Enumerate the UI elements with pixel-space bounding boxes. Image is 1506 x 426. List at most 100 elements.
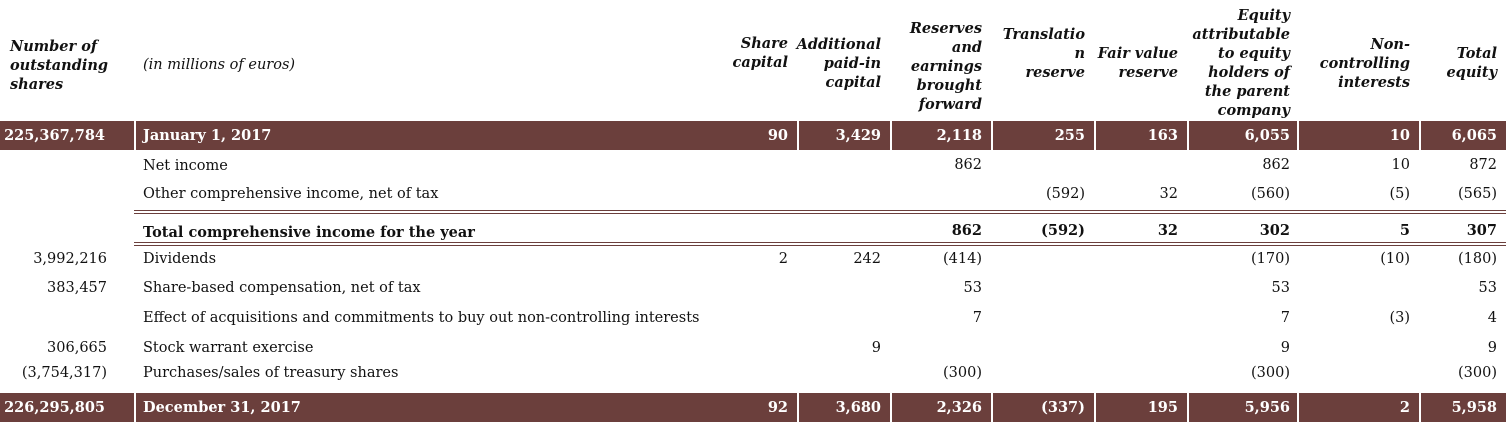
header-column-4: Fair value reserve (1088, 0, 1178, 82)
closing-band-separator (1419, 393, 1421, 422)
row-shares: 306,665 (47, 340, 107, 356)
opening-band-separator (1094, 121, 1096, 150)
row-value: (170) (1251, 251, 1290, 267)
row-label: Stock warrant exercise (143, 340, 314, 356)
header-shares-label: Number of outstanding shares (10, 38, 109, 93)
row-value: 242 (853, 251, 881, 267)
closing-band-separator (890, 393, 892, 422)
closing-shares: 226,295,805 (4, 399, 105, 416)
opening-band-separator (1297, 121, 1299, 150)
closing-band-separator (1187, 393, 1189, 422)
header-column-1: Additional paid-in capital (791, 0, 881, 92)
row-value: 307 (1466, 222, 1497, 239)
opening-band-separator (797, 121, 799, 150)
row-value: 302 (1259, 222, 1290, 239)
opening-band-separator (134, 121, 136, 150)
row-label: Net income (143, 158, 228, 174)
header-column-0: Share capital (718, 0, 788, 72)
closing-value: 2,326 (936, 399, 982, 416)
row-label: Effect of acquisitions and commitments t… (143, 310, 700, 326)
row-value: 10 (1391, 157, 1410, 173)
row-shares: 3,992,216 (33, 251, 107, 267)
row-value: (560) (1251, 186, 1290, 202)
header-column-label: Non- controlling interests (1319, 36, 1410, 91)
total-rule-bottom-1 (134, 242, 1506, 243)
closing-value: 3,680 (835, 399, 881, 416)
closing-band-separator (1297, 393, 1299, 422)
row-label: Purchases/sales of treasury shares (143, 365, 399, 381)
opening-value: 2,118 (936, 127, 982, 144)
closing-value: 5,958 (1451, 399, 1497, 416)
closing-band-separator (991, 393, 993, 422)
opening-value: 90 (767, 127, 788, 144)
row-value: (3) (1389, 310, 1410, 326)
closing-value: 195 (1147, 399, 1178, 416)
row-value: 53 (963, 280, 982, 296)
header-units-label: (in millions of euros) (143, 57, 296, 73)
total-rule-top-2 (134, 213, 1506, 214)
row-value: 7 (972, 310, 982, 326)
row-value: 53 (1478, 280, 1497, 296)
row-value: 862 (954, 157, 982, 173)
opening-shares: 225,367,784 (4, 127, 105, 144)
row-value: (180) (1458, 251, 1497, 267)
row-label: Other comprehensive income, net of tax (143, 186, 439, 202)
opening-value: 3,429 (835, 127, 881, 144)
header-column-label: Share capital (732, 35, 788, 71)
header-shares-column: Number of outstanding shares (10, 0, 130, 94)
total-rule-top-1 (134, 210, 1506, 211)
closing-value: 2 (1399, 399, 1410, 416)
closing-band-separator (1094, 393, 1096, 422)
row-value: 7 (1280, 310, 1290, 326)
header-column-label: Fair value reserve (1097, 45, 1178, 81)
opening-band-separator (1419, 121, 1421, 150)
row-value: 862 (951, 222, 982, 239)
row-label: Dividends (143, 251, 217, 267)
closing-band-separator (797, 393, 799, 422)
row-value: (5) (1389, 186, 1410, 202)
row-value: 9 (1487, 340, 1497, 356)
opening-value: 6,065 (1451, 127, 1497, 144)
header-column-label: Reserves and earnings brought forward (909, 20, 982, 113)
header-column-3: Translatio n reserve (990, 0, 1085, 82)
row-shares: 383,457 (47, 280, 107, 296)
row-label: Total comprehensive income for the year (143, 224, 475, 241)
row-value: 872 (1469, 157, 1497, 173)
opening-value: 255 (1054, 127, 1085, 144)
row-value: 5 (1399, 222, 1410, 239)
opening-value: 163 (1147, 127, 1178, 144)
closing-band (0, 393, 1506, 422)
closing-band-separator (134, 393, 136, 422)
header-column-label: Additional paid-in capital (796, 36, 881, 91)
row-value: 2 (778, 251, 788, 267)
opening-value: 10 (1389, 127, 1410, 144)
opening-value: 6,055 (1244, 127, 1290, 144)
total-rule-bottom-2 (134, 245, 1506, 246)
header-column-5: Equity attributable to equity holders of… (1178, 0, 1290, 120)
header-column-2: Reserves and earnings brought forward (892, 0, 982, 114)
header-column-7: Total equity (1417, 0, 1497, 82)
opening-band-separator (991, 121, 993, 150)
header-column-label: Translatio n reserve (1002, 26, 1085, 81)
row-label: Share-based compensation, net of tax (143, 280, 421, 296)
closing-value: (337) (1041, 399, 1085, 416)
row-value: 9 (1280, 340, 1290, 356)
row-value: (10) (1380, 251, 1410, 267)
closing-value: 92 (767, 399, 788, 416)
row-value: (300) (1251, 365, 1290, 381)
opening-band (0, 121, 1506, 150)
opening-label: January 1, 2017 (143, 127, 272, 144)
closing-value: 5,956 (1244, 399, 1290, 416)
row-value: 53 (1271, 280, 1290, 296)
opening-band-separator (1187, 121, 1189, 150)
header-column-label: Total equity (1446, 45, 1497, 81)
row-value: (300) (1458, 365, 1497, 381)
header-label-column: (in millions of euros) (143, 0, 443, 75)
row-value: (592) (1041, 222, 1085, 239)
row-value: (565) (1458, 186, 1497, 202)
row-shares: (3,754,317) (21, 365, 107, 381)
header-column-6: Non- controlling interests (1310, 0, 1410, 92)
closing-label: December 31, 2017 (143, 399, 301, 416)
row-value: 32 (1157, 222, 1178, 239)
header-column-label: Equity attributable to equity holders of… (1192, 7, 1290, 119)
